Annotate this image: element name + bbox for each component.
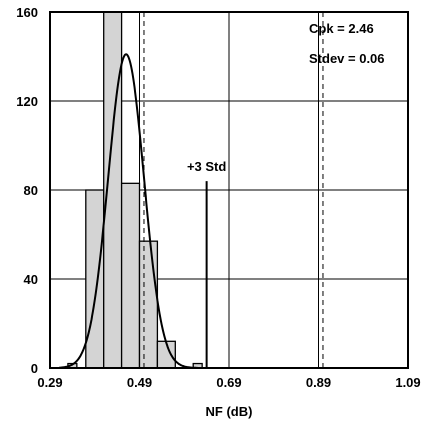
y-axis-ticks: 0 40 80 120 160 <box>16 5 38 376</box>
x-tick-label: 0.29 <box>37 375 62 390</box>
x-axis-ticks: 0.29 0.49 0.69 0.89 1.09 <box>37 375 420 390</box>
y-tick-label: 80 <box>24 183 38 198</box>
cpk-annotation: Cpk = 2.46 <box>309 21 374 36</box>
x-axis-label: NF (dB) <box>206 404 253 419</box>
x-tick-label: 0.89 <box>306 375 331 390</box>
y-tick-label: 160 <box>16 5 38 20</box>
plot-frame <box>49 11 409 369</box>
y-tick-label: 120 <box>16 94 38 109</box>
stdev-annotation: Stdev = 0.06 <box>309 51 385 66</box>
histogram-bar <box>138 240 159 369</box>
plus-3-std-label: +3 Std <box>187 159 226 174</box>
normal-curve <box>59 53 198 369</box>
x-tick-label: 0.49 <box>127 375 152 390</box>
histogram-bar <box>85 189 105 369</box>
x-tick-label: 1.09 <box>395 375 420 390</box>
y-tick-label: 0 <box>31 361 38 376</box>
x-tick-label: 0.69 <box>216 375 241 390</box>
histogram-bar <box>120 182 141 369</box>
y-tick-label: 40 <box>24 272 38 287</box>
